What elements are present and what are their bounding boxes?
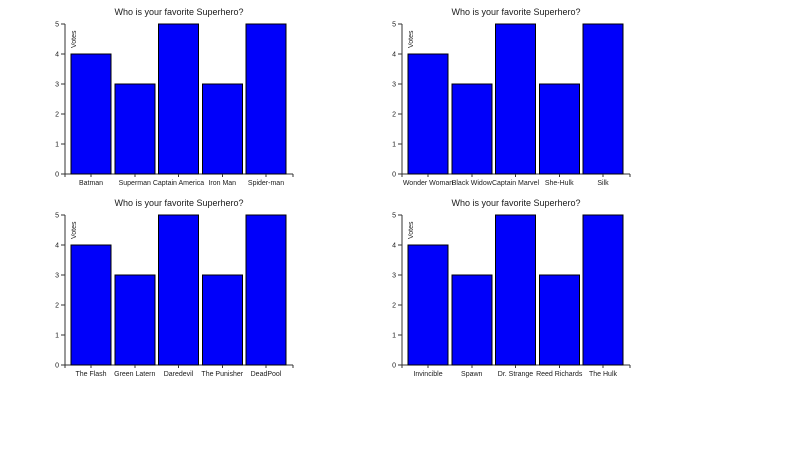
y-tick-label: 1 (55, 142, 59, 149)
y-tick-label: 0 (392, 363, 396, 370)
y-tick-label: 4 (55, 52, 59, 59)
bar-chart-bottom-right: Who is your favorite Superhero? Votes 0 1 2 3… (347, 194, 657, 390)
chart-svg: Who is your favorite Superhero? Votes 0 1 2 3… (392, 198, 631, 378)
bar (245, 214, 287, 366)
y-tick-label: 1 (392, 333, 396, 340)
x-category-label: The Punisher (201, 371, 243, 378)
bar (582, 214, 624, 366)
y-tick-label: 3 (392, 273, 396, 280)
bar (114, 274, 156, 366)
y-tick-label: 5 (392, 22, 396, 29)
y-tick-label: 1 (392, 142, 396, 149)
bar (70, 244, 112, 366)
x-category-label: Spider-man (248, 180, 284, 187)
bar (158, 23, 199, 175)
x-category-label: Captain Marvel (492, 180, 540, 187)
bar (201, 83, 243, 175)
y-tick-label: 4 (55, 243, 59, 250)
x-category-label: She-Hulk (545, 180, 574, 187)
x-category-label: Batman (79, 180, 103, 187)
x-category-label: DeadPool (251, 371, 282, 378)
y-axis-label: Votes (408, 221, 415, 239)
y-tick-label: 0 (392, 172, 396, 179)
bar (538, 83, 580, 175)
y-axis-label: Votes (408, 30, 415, 48)
bar (407, 244, 449, 366)
bar (201, 274, 243, 366)
y-tick-label: 4 (392, 243, 396, 250)
x-category-label: Spawn (461, 371, 483, 378)
x-category-label: The Flash (75, 371, 106, 378)
bar (582, 23, 624, 175)
bar (451, 274, 493, 366)
y-tick-label: 5 (55, 22, 59, 29)
bar-chart-top-right: Who is your favorite Superhero? Votes 0 1 2 3… (347, 3, 657, 199)
x-category-label: Wonder Woman (403, 180, 453, 187)
x-category-label: Captain America (153, 180, 204, 187)
y-tick-label: 3 (392, 82, 396, 89)
bar (70, 53, 112, 175)
chart-title: Who is your favorite Superhero? (451, 198, 580, 208)
bar (158, 214, 199, 366)
y-tick-label: 3 (55, 82, 59, 89)
bar-chart-top-left: Who is your favorite Superhero? Votes 0 1 2 3… (10, 3, 320, 199)
y-tick-label: 2 (55, 112, 59, 119)
x-category-label: Superman (119, 180, 151, 187)
chart-title: Who is your favorite Superhero? (451, 7, 580, 17)
x-category-label: Daredevil (164, 371, 194, 378)
chart-title: Who is your favorite Superhero? (114, 198, 243, 208)
y-axis-label: Votes (71, 30, 78, 48)
x-category-label: The Hulk (589, 371, 618, 378)
y-tick-label: 4 (392, 52, 396, 59)
x-category-label: Black Widow (452, 180, 493, 187)
x-category-label: Invincible (413, 371, 442, 378)
y-tick-label: 2 (392, 303, 396, 310)
y-tick-label: 1 (55, 333, 59, 340)
x-category-label: Dr. Strange (498, 371, 534, 378)
bar (538, 274, 580, 366)
bar-chart-bottom-left: Who is your favorite Superhero? Votes 0 1 2 3… (10, 194, 320, 390)
y-axis-label: Votes (71, 221, 78, 239)
x-category-label: Silk (597, 180, 609, 187)
x-category-label: Iron Man (208, 180, 236, 187)
bar (495, 214, 536, 366)
y-tick-label: 5 (55, 213, 59, 220)
y-tick-label: 2 (392, 112, 396, 119)
bar (245, 23, 287, 175)
y-tick-label: 0 (55, 172, 59, 179)
x-category-label: Green Latern (114, 371, 155, 378)
chart-svg: Who is your favorite Superhero? Votes 0 1 2 3… (55, 198, 294, 378)
chart-title: Who is your favorite Superhero? (114, 7, 243, 17)
x-category-label: Reed Richards (536, 371, 583, 378)
y-tick-label: 0 (55, 363, 59, 370)
y-tick-label: 3 (55, 273, 59, 280)
y-tick-label: 2 (55, 303, 59, 310)
chart-svg: Who is your favorite Superhero? Votes 0 1 2 3… (55, 7, 294, 187)
y-tick-label: 5 (392, 213, 396, 220)
bar (114, 83, 156, 175)
bar (451, 83, 493, 175)
bar (495, 23, 536, 175)
chart-svg: Who is your favorite Superhero? Votes 0 1 2 3… (392, 7, 631, 187)
bar (407, 53, 449, 175)
